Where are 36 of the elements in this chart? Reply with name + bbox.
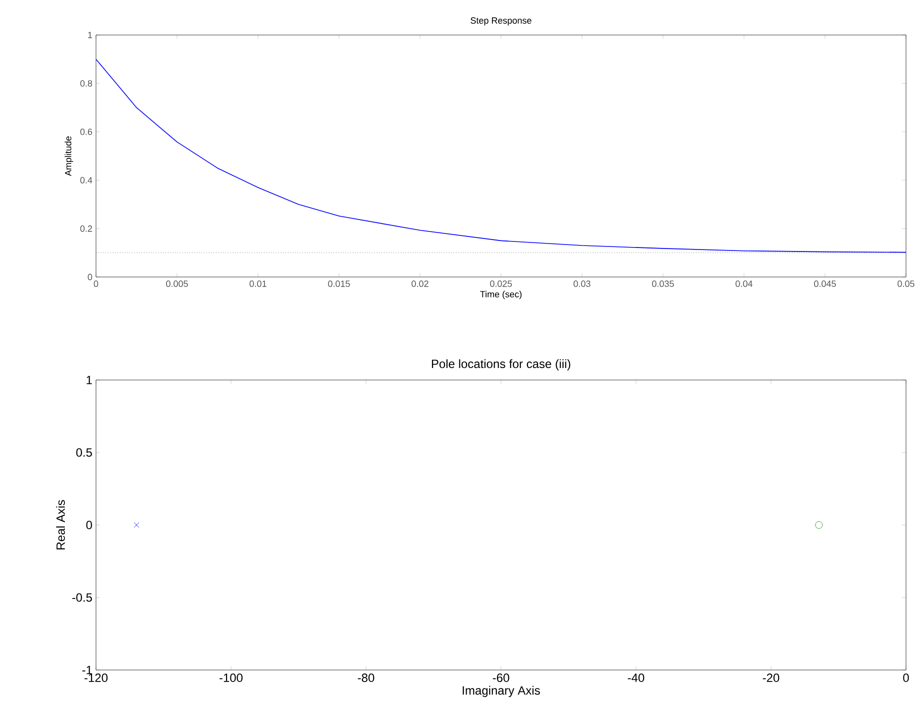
x-tick-label: 0.05 (898, 280, 914, 287)
y-tick-label: 0.5 (76, 448, 92, 457)
x-tick-label: 0.04 (736, 280, 752, 287)
y-tick-label: 0.6 (80, 128, 92, 135)
x-tick-label: -120 (84, 674, 108, 682)
x-tick-label: 0.015 (328, 280, 350, 287)
x-tick-label: -100 (220, 674, 243, 682)
x-tick-label: 0.02 (412, 280, 428, 287)
x-tick-label: 0.005 (166, 280, 188, 287)
y-axis-title: Real Axis (56, 500, 65, 550)
x-tick-label: 0 (94, 280, 98, 287)
y-tick-label: 0 (88, 274, 92, 280)
x-tick-label: 0.025 (490, 280, 512, 287)
y-tick-label: 1 (88, 32, 92, 38)
chart-title: Step Response (470, 17, 532, 26)
x-axis-title: Time (sec) (480, 290, 522, 300)
x-tick-label: 0.03 (574, 280, 590, 287)
line-series (96, 58, 906, 253)
y-tick-label: 0.4 (80, 177, 92, 184)
x-tick-label: -20 (762, 674, 780, 682)
y-axis-title: Amplitude (64, 136, 74, 176)
x-tick-label: 0.045 (814, 280, 836, 287)
x-axis-title: Imaginary Axis (462, 686, 540, 698)
x-tick-label: -40 (628, 674, 644, 682)
y-tick-label: -0.5 (72, 593, 92, 602)
chart-title: Pole locations for case (iii) (432, 359, 570, 370)
x-tick-label: 0 (903, 674, 909, 682)
y-tick-label: 0 (86, 520, 92, 530)
x-tick-label: -80 (358, 674, 374, 682)
y-tick-label: -1 (82, 666, 92, 674)
x-tick-label: -60 (492, 674, 510, 682)
x-tick-label: 0.01 (250, 280, 266, 287)
y-tick-label: 1 (86, 376, 92, 384)
y-tick-label: 0.2 (80, 225, 92, 232)
y-tick-label: 0.8 (80, 80, 92, 87)
x-tick-label: 0.035 (652, 280, 674, 287)
